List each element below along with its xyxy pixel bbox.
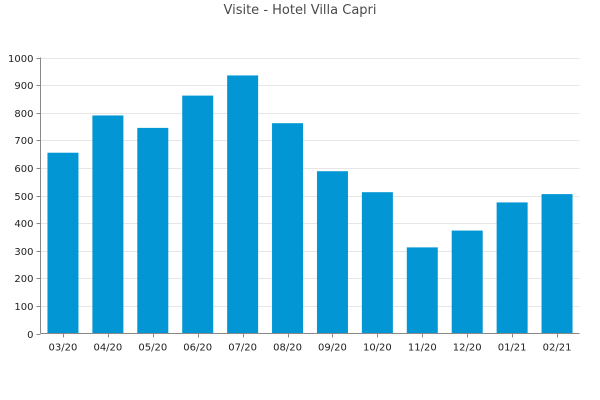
x-tick-label: 05/20 <box>138 343 167 354</box>
bar <box>92 115 124 334</box>
x-tick-label: 12/20 <box>453 343 482 354</box>
y-tick-label: 200 <box>14 274 33 285</box>
bar <box>227 75 259 334</box>
x-tick-label: 03/20 <box>49 343 78 354</box>
x-tick-label: 04/20 <box>93 343 122 354</box>
x-tick-label: 06/20 <box>183 343 212 354</box>
bar <box>182 95 214 334</box>
bar <box>272 123 304 334</box>
grid-lines <box>40 58 580 307</box>
x-tick-label: 10/20 <box>363 343 392 354</box>
bars <box>47 75 573 334</box>
bar <box>541 194 573 334</box>
bar <box>316 171 348 334</box>
x-tick-label: 09/20 <box>318 343 347 354</box>
y-tick-label: 0 <box>27 330 33 341</box>
x-tick-label: 02/21 <box>543 343 572 354</box>
x-tick-label: 07/20 <box>228 343 257 354</box>
x-axis-tick-labels: 03/20 04/20 05/20 06/20 07/20 08/20 09/20 10/20… <box>49 343 572 354</box>
y-tick-label: 600 <box>14 164 33 175</box>
y-tick-label: 800 <box>14 109 33 120</box>
axes <box>36 57 580 338</box>
y-axis-tick-labels: 0 100 200 300 400 500 600 700 800 900 1000 <box>8 54 33 341</box>
bar <box>406 247 438 334</box>
y-tick-label: 500 <box>14 192 33 203</box>
bar <box>496 202 528 334</box>
y-tick-label: 700 <box>14 136 33 147</box>
y-tick-label: 300 <box>14 247 33 258</box>
bar <box>47 152 79 334</box>
y-tick-label: 1000 <box>8 54 33 65</box>
x-tick-label: 08/20 <box>273 343 302 354</box>
x-tick-label: 11/20 <box>408 343 437 354</box>
bar <box>137 127 169 334</box>
x-tick-label: 01/21 <box>498 343 527 354</box>
chart-title: Visite - Hotel Villa Capri <box>223 3 377 18</box>
bar <box>451 230 483 334</box>
y-tick-label: 400 <box>14 219 33 230</box>
y-tick-label: 100 <box>14 302 33 313</box>
bar <box>361 192 393 334</box>
y-tick-label: 900 <box>14 81 33 92</box>
